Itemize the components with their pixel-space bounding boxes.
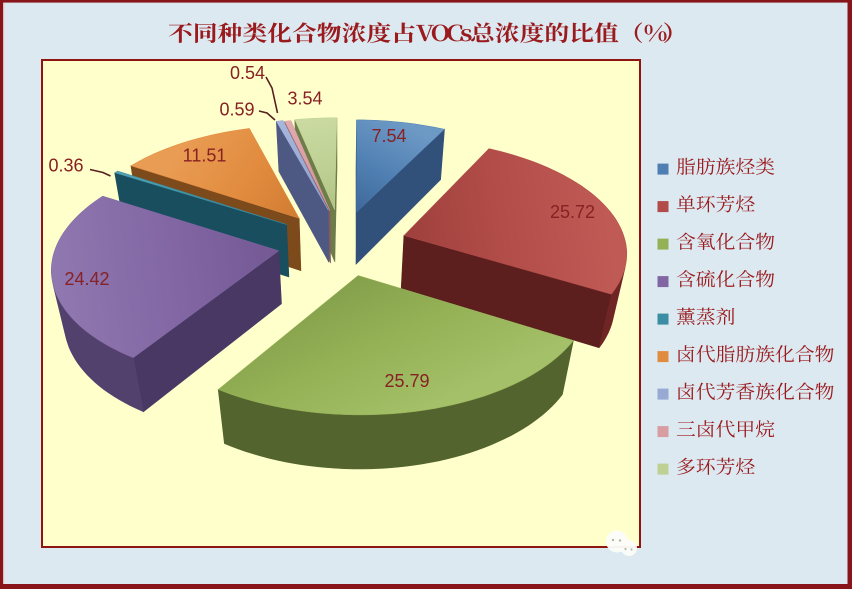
svg-text:25.72: 25.72 [550, 202, 595, 222]
svg-text:7.54: 7.54 [371, 126, 406, 146]
svg-text:0.59: 0.59 [219, 100, 254, 120]
svg-text:11.51: 11.51 [183, 146, 227, 166]
svg-text:3.54: 3.54 [287, 89, 322, 109]
svg-text:0.36: 0.36 [48, 156, 83, 176]
svg-text:0.54: 0.54 [230, 63, 265, 83]
svg-text:24.42: 24.42 [64, 269, 109, 289]
svg-text:25.79: 25.79 [384, 371, 429, 391]
